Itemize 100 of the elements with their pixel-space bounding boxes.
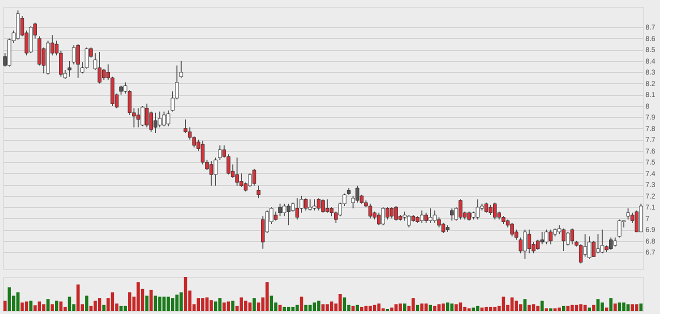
bar	[588, 308, 592, 311]
bar	[635, 304, 638, 311]
bar	[158, 296, 162, 311]
candlestick	[166, 110, 170, 127]
bar	[226, 301, 230, 311]
bar	[458, 302, 462, 311]
bar	[502, 296, 506, 311]
bar	[566, 306, 570, 311]
bar	[205, 297, 209, 311]
candlestick	[304, 198, 308, 211]
bar	[278, 304, 282, 311]
candlestick	[209, 160, 214, 186]
bar	[54, 300, 58, 311]
candlestick	[256, 185, 260, 199]
bar	[351, 306, 355, 311]
candlestick	[72, 44, 76, 65]
bar	[368, 306, 372, 311]
bar	[476, 306, 480, 311]
bar	[110, 292, 114, 311]
candlestick	[420, 210, 424, 224]
bar	[480, 308, 484, 311]
bar	[450, 304, 454, 311]
candlestick	[476, 198, 480, 220]
bar	[317, 300, 320, 311]
bar	[166, 296, 170, 311]
bar	[360, 306, 364, 311]
bar	[162, 296, 166, 311]
bar	[304, 304, 308, 311]
bar	[244, 300, 248, 311]
candlestick	[218, 144, 222, 160]
bar	[442, 304, 445, 311]
bar	[231, 300, 234, 311]
candlestick	[368, 203, 372, 219]
bar	[618, 302, 622, 311]
candlestick	[252, 168, 256, 186]
candlestick	[450, 208, 454, 222]
bar	[76, 284, 80, 311]
bar	[85, 296, 88, 311]
bar	[128, 292, 132, 311]
bar	[248, 302, 252, 311]
bar	[433, 306, 436, 311]
bar	[330, 301, 334, 311]
bar	[296, 304, 299, 311]
bar	[609, 298, 612, 311]
candlestick	[295, 198, 300, 220]
candlestick	[68, 60, 72, 78]
bar	[596, 299, 600, 311]
bar	[604, 308, 608, 311]
bar	[558, 308, 561, 311]
bar	[540, 300, 544, 311]
bar	[218, 298, 222, 311]
bar	[210, 300, 213, 311]
bar	[622, 302, 626, 311]
bar	[68, 296, 72, 311]
bar	[579, 304, 582, 311]
candlestick	[600, 229, 604, 254]
bar	[639, 304, 643, 311]
bar	[42, 304, 46, 311]
bar	[46, 299, 50, 311]
candlestick	[200, 140, 205, 165]
bar	[150, 290, 153, 311]
bar	[98, 298, 102, 311]
bar	[154, 296, 158, 311]
bar	[291, 306, 295, 311]
bar	[8, 287, 11, 311]
candlestick	[381, 206, 386, 226]
bar	[549, 308, 552, 311]
bar	[222, 302, 226, 311]
bar	[394, 304, 398, 311]
bar	[270, 296, 274, 311]
candlestick	[144, 103, 149, 128]
bar	[321, 304, 325, 311]
bar	[372, 304, 376, 311]
bar	[326, 304, 329, 311]
candlestick	[458, 198, 462, 220]
bar	[356, 304, 359, 311]
bar	[20, 302, 24, 311]
bar	[3, 300, 7, 311]
candlestick	[527, 229, 532, 254]
bar	[59, 301, 63, 311]
candlestick	[570, 228, 574, 245]
bar	[570, 304, 574, 311]
bar	[136, 282, 140, 311]
bar	[175, 294, 179, 311]
candlestick	[76, 44, 80, 78]
candlestick	[432, 210, 437, 224]
bar	[94, 300, 97, 311]
bar	[214, 301, 218, 311]
bar	[364, 306, 368, 311]
candlestick	[325, 198, 330, 214]
bar	[252, 298, 256, 311]
bar	[626, 304, 630, 311]
bar	[38, 301, 42, 311]
candlestick	[441, 222, 446, 234]
bar	[34, 305, 37, 311]
bar	[614, 304, 617, 311]
bar	[454, 304, 458, 311]
bar	[282, 306, 286, 311]
bar	[484, 306, 488, 311]
candlestick	[179, 60, 184, 78]
